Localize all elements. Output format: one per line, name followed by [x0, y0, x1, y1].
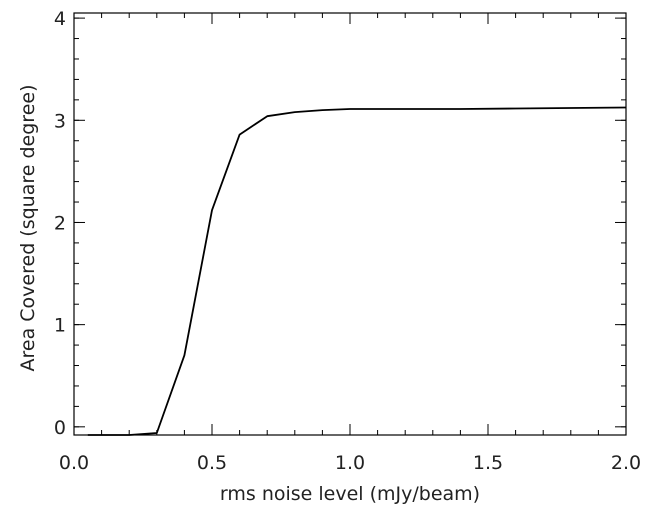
y-tick-label: 4 — [54, 8, 66, 30]
series-line — [87, 106, 627, 436]
x-tick-label: 2.0 — [611, 452, 641, 474]
x-tick-label: 0.0 — [59, 452, 89, 474]
y-axis-title: Area Covered (square degree) — [17, 85, 39, 372]
y-tick-label: 1 — [54, 315, 66, 337]
x-tick-labels: 0.0 0.5 1.0 1.5 2.0 — [59, 452, 641, 474]
x-axis-title: rms noise level (mJy/beam) — [220, 483, 480, 505]
y-tick-labels: 0 1 2 3 4 — [54, 8, 66, 439]
y-tick-label: 2 — [54, 212, 66, 234]
x-tick-label: 1.0 — [335, 452, 365, 474]
plot-frame — [73, 12, 627, 436]
x-tick-label: 1.5 — [473, 452, 503, 474]
y-tick-label: 3 — [54, 110, 66, 132]
y-tick-label: 0 — [54, 417, 66, 439]
x-tick-label: 0.5 — [197, 452, 227, 474]
axis-ticks — [73, 13, 627, 435]
